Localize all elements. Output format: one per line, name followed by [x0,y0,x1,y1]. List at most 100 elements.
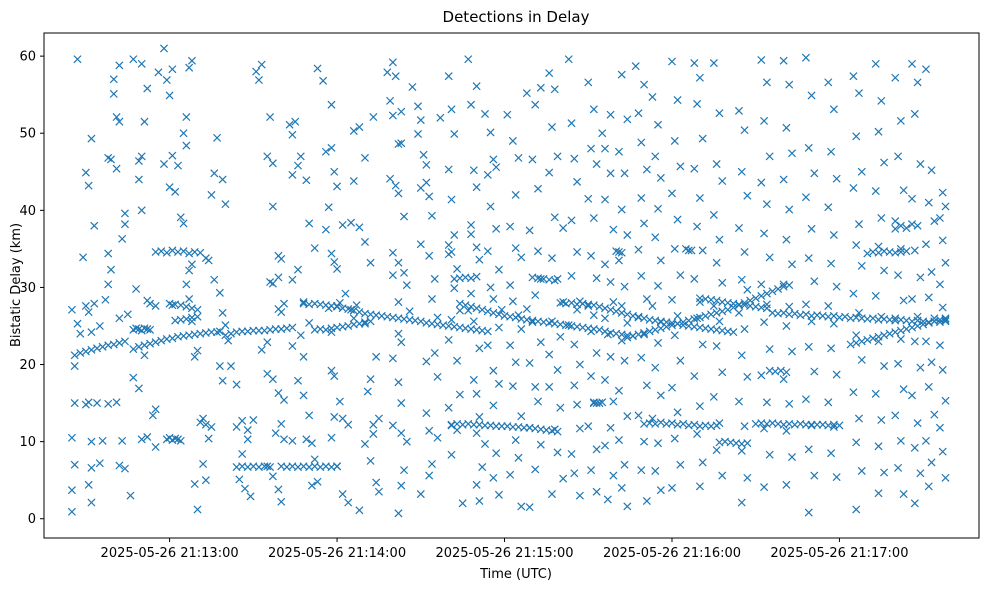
detection-point [218,175,227,184]
detection-point [587,466,596,475]
detection-point [397,429,406,438]
detection-point [684,246,693,255]
detection-point [427,211,436,220]
detection-point [575,424,584,433]
detection-point [832,473,841,482]
detection-point [444,165,453,174]
detection-point [656,391,665,400]
detection-point [394,329,403,338]
detection-point [335,298,344,307]
detection-point [330,257,339,267]
detection-point [779,56,788,65]
detection-point [567,119,576,128]
detection-point [433,433,442,442]
detection-point [695,298,704,307]
detection-point [497,305,506,314]
detection-point [472,243,481,252]
y-tick-label: 30 [19,281,36,296]
detection-point [533,184,543,193]
detection-point [673,96,682,105]
detection-point [531,382,540,391]
detection-point [765,152,774,161]
detection-point [210,275,219,284]
detection-point [787,453,797,462]
detection-point [151,301,160,310]
detection-point [550,213,559,222]
detection-point [871,291,880,300]
detection-point [592,160,601,169]
detection-point [472,389,481,398]
detection-point [921,436,930,445]
detection-point [824,203,833,212]
detection-point [757,55,766,65]
detection-point [698,134,707,143]
detection-point [617,248,626,257]
detection-point [193,305,202,314]
detection-point [199,414,208,423]
detection-point [559,474,568,483]
detection-point [70,399,79,408]
detection-point [386,96,395,105]
detection-point [118,234,127,243]
detection-point [536,274,545,283]
detection-point [712,446,721,455]
detection-point [123,310,132,319]
detection-point [921,337,930,346]
detection-point [871,59,880,68]
detection-point [894,271,903,280]
detection-point [734,224,743,233]
detection-point [760,116,769,125]
detection-point [709,210,718,219]
detection-point [595,399,604,408]
detection-point [87,328,96,337]
detection-point [941,258,950,267]
detection-point [620,282,629,291]
detection-point [695,402,704,411]
detection-point [492,224,501,233]
detection-point [910,499,919,508]
detection-point [280,435,289,444]
detection-point [547,254,556,263]
detection-point [506,341,515,350]
detection-point [109,75,118,84]
detection-point [824,78,833,87]
detection-point [243,426,252,435]
detection-point [592,445,601,454]
detection-point [467,220,476,230]
detection-point [606,278,615,287]
y-axis-ticks: 0 10 20 30 40 50 60 [19,50,44,527]
detection-point [609,397,618,406]
detection-point [712,160,721,169]
detection-point [199,459,208,469]
detection-point [852,240,861,250]
detection-point [274,389,283,398]
detection-point [333,182,342,191]
detection-point [447,315,456,324]
detection-point [673,408,682,417]
detection-point [877,416,886,425]
detection-point [268,159,277,168]
detection-point [185,63,194,72]
detection-point [492,163,501,172]
detection-point [472,480,481,489]
detection-point [447,105,456,114]
detection-point [874,489,883,498]
detection-point [743,473,752,482]
detection-point [620,356,629,365]
detection-point [938,236,947,245]
detection-point [667,483,677,492]
y-tick-label: 10 [19,435,36,450]
detection-point [589,214,598,223]
detection-point [642,496,651,506]
detection-point [899,385,908,394]
detection-point [84,308,93,317]
detection-point [916,273,925,282]
detection-point [112,164,121,173]
detection-point [413,129,423,139]
detection-point [394,139,403,149]
detection-point [854,220,864,229]
detection-point [913,312,922,321]
detection-point [757,178,766,187]
detection-point [751,294,760,303]
detection-point [327,143,336,152]
